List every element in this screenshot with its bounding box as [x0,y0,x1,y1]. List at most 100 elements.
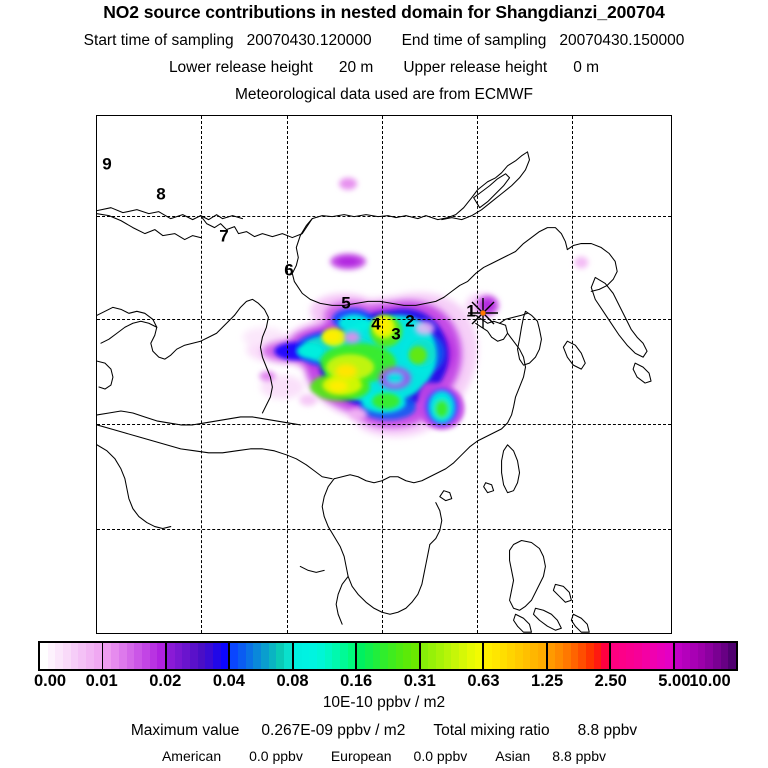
colorbar-step [261,643,269,669]
upper-release-value: 0 m [573,59,600,76]
colorbar-step [626,643,635,669]
colorbar-step [611,643,619,669]
colorbar-segment [357,643,421,669]
colorbar-step [372,643,381,669]
gridline-vertical [287,116,288,633]
colorbar-tick-label: 5.00 [658,672,691,690]
colorbar-tick-label: 0.63 [467,672,500,690]
colorbar-step [586,643,594,669]
colorbar-step [507,643,515,669]
coastline-and-borders [97,151,652,633]
colorbar-step [166,643,175,669]
colorbar-tick-label: 0.08 [276,672,309,690]
colorbar-step [705,643,713,669]
colorbar-segment [230,643,294,669]
colorbar-step [220,643,229,669]
page-title: NO2 source contributions in nested domai… [103,2,665,22]
colorbar-step [601,643,610,669]
colorbar-step [268,643,277,669]
trajectory-label-6: 6 [284,260,294,280]
colorbar-step [174,643,183,669]
colorbar-step [649,643,658,669]
colorbar-step [324,643,333,669]
no2-concentration-plume [242,177,589,437]
colorbar-step [213,643,221,669]
colorbar-step [689,643,698,669]
colorbar-segment [166,643,231,669]
colorbar-step [93,643,102,669]
start-time-value: 20070430.120000 [246,32,372,49]
end-time-value: 20070430.150000 [559,32,685,49]
trajectory-label-5: 5 [341,293,351,313]
colorbar-tick-label: 0.00 [33,672,67,690]
trajectory-label-7: 7 [219,226,229,246]
european-label: European [330,748,392,764]
colorbar-tick-label: 10.00 [689,672,731,690]
colorbar-step [618,643,627,669]
colorbar-step [563,643,571,669]
colorbar-tick-label: 0.31 [403,672,436,690]
colorbar-step [86,643,94,669]
colorbar-step [451,643,460,669]
gridline-vertical [201,116,202,633]
colorbar-step [301,643,310,669]
colorbar-step [641,643,650,669]
colorbar-step [347,643,356,669]
map-inner: 1 2 3 4 5 6 7 8 9 [97,116,671,633]
colorbar-step [682,643,690,669]
colorbar-tick-label: 1.25 [531,672,564,690]
lower-release-value: 20 m [338,59,374,76]
colorbar-step [293,643,302,669]
colorbar-step [555,643,563,669]
colorbar-step [712,643,721,669]
colorbar-segment [484,643,548,669]
summary-line-2: American 0.0 ppbv European 0.0 ppbv Asian 8.8… [0,748,768,764]
colorbar-step [436,643,444,669]
met-data-line: Meteorological data used are from ECMWF [234,86,534,103]
european-value: 0.0 ppbv [413,748,468,764]
max-value-value: 0.267E-09 ppbv / m2 [261,722,406,739]
gridline-vertical [477,116,478,633]
colorbar-step [499,643,508,669]
colorbar-step [126,643,135,669]
release-height-line: Lower release height 20 m Upper release he… [0,59,768,77]
colorbar-step [141,643,150,669]
colorbar-step [428,643,437,669]
colorbar-step [728,643,737,669]
upper-release-label: Upper release height [403,59,548,76]
colorbar-step [420,643,429,669]
colorbar-step [284,643,292,669]
colorbar-step [253,643,262,669]
colorbar-step [157,643,165,669]
map-panel: 1 2 3 4 5 6 7 8 9 [96,115,672,634]
lower-release-label: Lower release height [168,59,313,76]
colorbar-step [134,643,142,669]
colorbar-step [309,643,317,669]
sampling-time-line: Start time of sampling 20070430.120000 End… [0,32,768,50]
colorbar-step [70,643,79,669]
colorbar-step [674,643,683,669]
colorbar-step [63,643,71,669]
colorbar-step [276,643,285,669]
trajectory-label-2: 2 [405,311,415,331]
colorbar-unit-label: 10E-10 ppbv / m2 [322,694,446,711]
start-time-label: Start time of sampling [83,32,234,49]
colorbar-step [657,643,665,669]
colorbar-step [118,643,127,669]
colorbar-step [40,643,48,669]
gridline-vertical [572,116,573,633]
colorbar-step [230,643,239,669]
gridline-horizontal [97,529,671,530]
colorbar-strip [38,641,738,671]
colorbar-segment [674,643,737,669]
colorbar-tick-label: 0.01 [85,672,118,690]
colorbar-step [403,643,412,669]
colorbar-step [47,643,56,669]
colorbar-step [459,643,467,669]
colorbar-step [149,643,158,669]
american-label: American [161,748,222,764]
colorbar-segment [420,643,485,669]
asian-value: 8.8 ppbv [552,748,607,764]
colorbar-step [634,643,642,669]
colorbar-step [720,643,729,669]
